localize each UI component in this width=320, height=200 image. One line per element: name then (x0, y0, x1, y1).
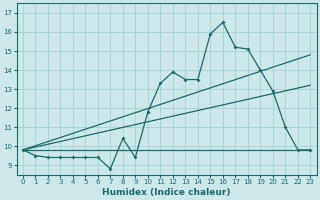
X-axis label: Humidex (Indice chaleur): Humidex (Indice chaleur) (102, 188, 231, 197)
